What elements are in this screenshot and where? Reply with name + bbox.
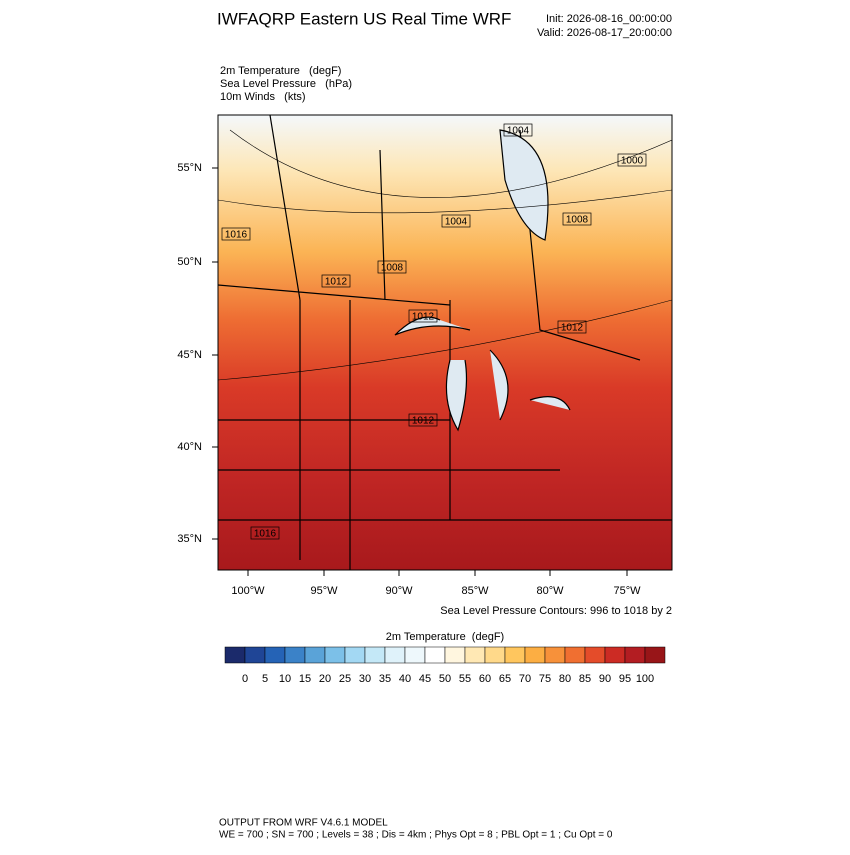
- field-label: Sea Level Pressure (hPa): [220, 78, 352, 90]
- colorbar-label: 40: [399, 673, 411, 685]
- temperature-field: [218, 115, 672, 570]
- colorbar-swatch: [604, 646, 626, 664]
- contour-label-box: [408, 309, 438, 323]
- map-frame: [217, 114, 673, 571]
- colorbar-label: 75: [539, 673, 551, 685]
- colorbar-swatch: [244, 646, 266, 664]
- colorbar-label: 30: [359, 673, 371, 685]
- colorbar-label: 85: [579, 673, 591, 685]
- contour-label-box: [321, 274, 351, 288]
- lat-label: 50°N: [177, 256, 202, 268]
- colorbar-swatch: [624, 646, 646, 664]
- colorbar-swatch: [324, 646, 346, 664]
- colorbar-swatch: [444, 646, 466, 664]
- contour-label-box: [617, 153, 647, 167]
- colorbar-swatch: [464, 646, 486, 664]
- colorbar-label: 45: [419, 673, 431, 685]
- colorbar-swatch: [224, 646, 246, 664]
- lon-label: 75°W: [613, 585, 641, 597]
- lon-label: 90°W: [385, 585, 413, 597]
- lon-label: 100°W: [231, 585, 265, 597]
- field-label: 10m Winds (kts): [220, 91, 306, 103]
- contour-label-box: [557, 320, 587, 334]
- contour-label: 1008: [566, 215, 589, 226]
- title: IWFAQRP Eastern US Real Time WRF: [217, 9, 511, 28]
- contour-label: 1012: [412, 312, 435, 323]
- contour-label: 1016: [225, 230, 248, 241]
- contour-label: 1004: [507, 126, 530, 137]
- boundaries: [218, 115, 672, 570]
- colorbar-swatch: [484, 646, 506, 664]
- contour-label: 1016: [254, 529, 277, 540]
- colorbar-label: 15: [299, 673, 311, 685]
- colorbar-label: 20: [319, 673, 331, 685]
- colorbar-swatch: [364, 646, 386, 664]
- colorbar-label: 80: [559, 673, 571, 685]
- valid-time: Valid: 2026-08-17_20:00:00: [537, 27, 672, 39]
- contour-label-box: [503, 123, 533, 137]
- colorbar-label: 10: [279, 673, 291, 685]
- init-time: Init: 2026-08-16_00:00:00: [546, 13, 672, 25]
- lon-label: 80°W: [536, 585, 564, 597]
- contour-label: 1008: [381, 263, 404, 274]
- colorbar-label: 55: [459, 673, 471, 685]
- contour-label: 1000: [621, 156, 644, 167]
- footer-line: WE = 700 ; SN = 700 ; Levels = 38 ; Dis …: [219, 830, 613, 841]
- contour-note: Sea Level Pressure Contours: 996 to 1018…: [440, 605, 672, 617]
- lon-label: 95°W: [310, 585, 338, 597]
- colorbar-label: 50: [439, 673, 451, 685]
- colorbar-swatch: [504, 646, 526, 664]
- colorbar-label: 90: [599, 673, 611, 685]
- colorbar-swatch: [264, 646, 286, 664]
- colorbar-label: 25: [339, 673, 351, 685]
- footer-line: OUTPUT FROM WRF V4.6.1 MODEL: [219, 818, 388, 829]
- colorbar-label: 0: [242, 673, 248, 685]
- colorbar-swatch: [284, 646, 306, 664]
- contour-label: 1012: [325, 277, 348, 288]
- contour-label-box: [221, 227, 251, 241]
- contour-label: 1004: [445, 217, 468, 228]
- lat-label: 45°N: [177, 349, 202, 361]
- colorbar-label: 100: [636, 673, 654, 685]
- colorbar-label: 35: [379, 673, 391, 685]
- contour-label-box: [408, 413, 438, 427]
- colorbar-swatch: [344, 646, 366, 664]
- field-label: 2m Temperature (degF): [220, 65, 341, 77]
- colorbar-swatch: [304, 646, 326, 664]
- colorbar-label: 65: [499, 673, 511, 685]
- colorbar-swatch: [404, 646, 426, 664]
- lon-label: 85°W: [461, 585, 489, 597]
- colorbar-swatch: [564, 646, 586, 664]
- colorbar-label: 5: [262, 673, 268, 685]
- contour-label-box: [250, 526, 280, 540]
- contour-label: 1012: [412, 416, 435, 427]
- lat-label: 40°N: [177, 441, 202, 453]
- colorbar-swatch: [384, 646, 406, 664]
- colorbar-title: 2m Temperature (degF): [386, 631, 504, 643]
- contour-label-box: [441, 214, 471, 228]
- contour-label-box: [377, 260, 407, 274]
- colorbar-label: 95: [619, 673, 631, 685]
- colorbar-swatch: [584, 646, 606, 664]
- contour-label: 1012: [561, 323, 584, 334]
- contour-label-box: [562, 212, 592, 226]
- lat-label: 35°N: [177, 533, 202, 545]
- colorbar-swatch: [644, 646, 666, 664]
- colorbar-swatch: [524, 646, 546, 664]
- colorbar-label: 70: [519, 673, 531, 685]
- lat-label: 55°N: [177, 162, 202, 174]
- colorbar-swatch: [424, 646, 446, 664]
- map: [217, 114, 673, 571]
- colorbar-label: 60: [479, 673, 491, 685]
- colorbar-swatch: [544, 646, 566, 664]
